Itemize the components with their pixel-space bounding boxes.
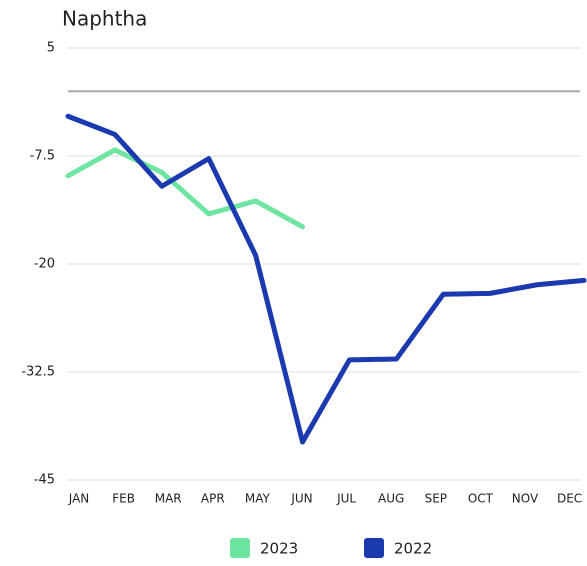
x-tick-label: MAY bbox=[245, 492, 271, 506]
series-line bbox=[65, 113, 587, 445]
x-tick-label: JAN bbox=[68, 492, 90, 506]
x-tick-label: MAR bbox=[155, 492, 182, 506]
x-tick-label: DEC bbox=[557, 492, 582, 506]
x-tick-label: SEP bbox=[425, 492, 447, 506]
legend-label: 2023 bbox=[260, 540, 298, 558]
chart-title: Naphtha bbox=[62, 7, 147, 31]
x-tick-label: AUG bbox=[378, 492, 404, 506]
y-tick-label: -45 bbox=[34, 473, 55, 488]
x-tick-label: JUN bbox=[290, 492, 312, 506]
legend-swatch bbox=[230, 538, 250, 558]
x-tick-label: JUL bbox=[336, 492, 356, 506]
x-tick-label: OCT bbox=[468, 492, 494, 506]
x-tick-label: NOV bbox=[512, 492, 539, 506]
y-tick-label: -7.5 bbox=[30, 149, 55, 164]
legend-label: 2022 bbox=[394, 540, 432, 558]
y-tick-label: -32.5 bbox=[21, 365, 55, 380]
legend-swatch bbox=[364, 538, 384, 558]
series-line bbox=[65, 147, 306, 230]
x-tick-label: APR bbox=[201, 492, 225, 506]
y-tick-label: -20 bbox=[34, 257, 55, 272]
x-tick-label: FEB bbox=[112, 492, 135, 506]
y-tick-label: 5 bbox=[47, 41, 55, 56]
